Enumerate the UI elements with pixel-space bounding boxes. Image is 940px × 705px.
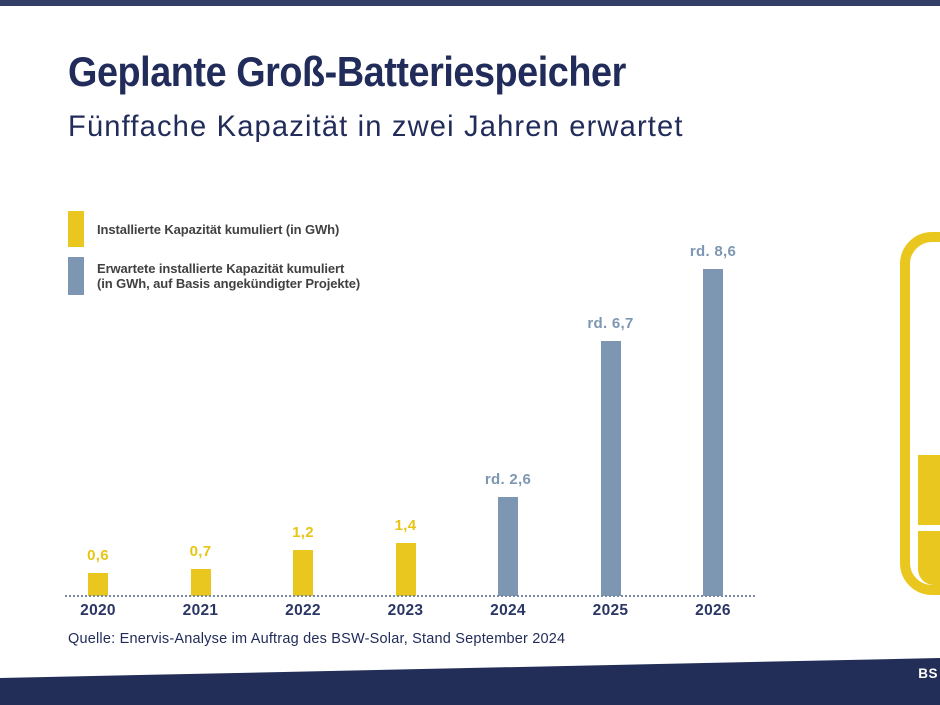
x-axis-tick-2021: 2021 (182, 602, 219, 619)
bar-value-label-2025: rd. 6,7 (587, 315, 634, 332)
x-axis-line (65, 595, 755, 597)
footer-logo-text: BS (918, 666, 938, 681)
bar-value-label-2024: rd. 2,6 (484, 471, 532, 488)
bar-value-label-2022: 1,2 (292, 524, 314, 541)
battery-charge-segment-icon (918, 455, 940, 525)
footer-band (0, 658, 940, 705)
chart-bar-2022 (293, 550, 313, 596)
legend-label-expected-line1: Erwartete installierte Kapazität kumulie… (97, 261, 345, 276)
battery-icon (900, 232, 940, 595)
bar-chart: 0,6 0,7 1,2 1,4 rd. 2,6 rd. 6,7 rd. 8,6 2020 20… (65, 240, 755, 619)
legend-item-installed: Installierte Kapazität kumuliert (in GWh… (68, 211, 360, 247)
top-accent-bar (0, 0, 940, 6)
chart-bar-2021 (190, 569, 211, 596)
chart-bar-2023 (395, 543, 416, 596)
bar-value-label-2020: 0,6 (87, 547, 109, 564)
legend-label-installed: Installierte Kapazität kumuliert (in GWh… (97, 221, 340, 237)
bar-value-label-2021: 0,7 (189, 543, 212, 560)
legend-swatch-installed-icon (68, 211, 84, 247)
x-axis-tick-2026: 2026 (695, 602, 731, 619)
legend-item-expected: Erwartete installierte Kapazität kumulie… (68, 257, 360, 295)
chart-bar-2026 (703, 269, 723, 596)
legend-label-expected: Erwartete installierte Kapazität kumulie… (97, 261, 360, 291)
page-title: Geplante Groß-Batteriespeicher (68, 48, 626, 95)
x-axis-tick-2020: 2020 (80, 602, 116, 619)
x-axis-tick-2023: 2023 (387, 602, 424, 619)
chart-legend: Installierte Kapazität kumuliert (in GWh… (68, 211, 360, 305)
battery-charge-segment-icon (918, 531, 940, 585)
legend-label-expected-line2: (in GWh, auf Basis angekündigter Projekt… (97, 276, 361, 291)
x-axis-tick-2024: 2024 (490, 602, 526, 619)
bar-value-label-2026: rd. 8,6 (689, 243, 737, 260)
chart-bar-2020 (88, 573, 108, 596)
chart-bar-2025 (600, 341, 621, 596)
source-note: Quelle: Enervis-Analyse im Auftrag des B… (68, 631, 566, 647)
page-subtitle: Fünffache Kapazität in zwei Jahren erwar… (68, 110, 684, 143)
chart-bar-2024 (498, 497, 518, 596)
legend-swatch-expected-icon (68, 257, 84, 295)
bar-chart-plot-area: 0,6 0,7 1,2 1,4 rd. 2,6 rd. 6,7 rd. 8,6 (65, 240, 755, 597)
x-axis-tick-2025: 2025 (592, 602, 629, 619)
bar-value-label-2023: 1,4 (394, 517, 417, 534)
x-axis-tick-2022: 2022 (285, 602, 321, 619)
